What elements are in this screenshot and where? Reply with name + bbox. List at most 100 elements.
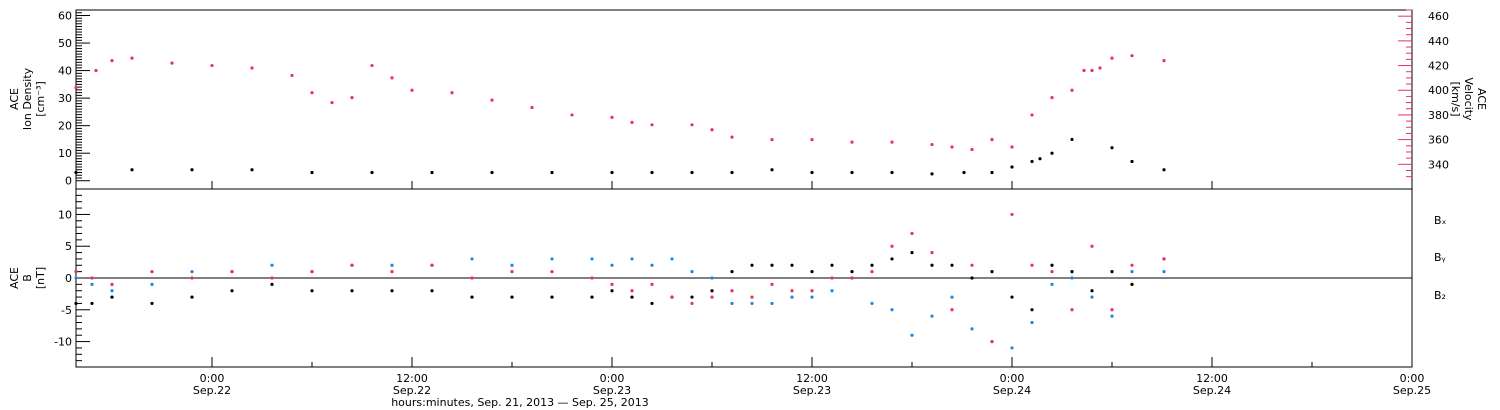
velocity-point bbox=[450, 91, 454, 95]
field-tick-label: 10 bbox=[58, 208, 72, 221]
time-tick-label: 0:00 bbox=[200, 372, 225, 385]
velocity-point bbox=[810, 138, 814, 142]
field-point bbox=[990, 339, 994, 344]
field-point bbox=[1130, 263, 1134, 267]
field-point bbox=[550, 257, 554, 261]
field-point bbox=[810, 295, 814, 299]
field-point bbox=[790, 295, 794, 299]
field-point bbox=[890, 308, 894, 312]
field-point bbox=[890, 257, 894, 261]
field-point bbox=[730, 270, 734, 274]
field-axis-title-line-3: [nT] bbox=[34, 267, 47, 289]
field-point bbox=[110, 282, 114, 286]
velocity-tick-label: 380 bbox=[1428, 109, 1449, 122]
field-point bbox=[930, 250, 934, 255]
field-point bbox=[510, 270, 514, 274]
field-point bbox=[230, 289, 234, 293]
field-axis-title-line-2: B bbox=[21, 274, 34, 282]
density-point bbox=[1110, 146, 1114, 150]
density-point bbox=[490, 170, 494, 175]
density-point bbox=[1038, 157, 1042, 161]
density-point bbox=[430, 170, 434, 175]
field-point bbox=[810, 289, 814, 293]
velocity-point bbox=[350, 96, 354, 100]
field-point bbox=[150, 282, 154, 286]
velocity-tick-label: 400 bbox=[1428, 84, 1449, 97]
field-point bbox=[1090, 244, 1094, 248]
field-point bbox=[690, 295, 694, 299]
density-point bbox=[74, 170, 78, 175]
density-tick-label: 20 bbox=[58, 120, 72, 133]
field-point bbox=[1090, 295, 1094, 299]
date-tick-label: Sep.24 bbox=[1193, 384, 1231, 397]
x-axis-title: hours:minutes, Sep. 21, 2013 — Sep. 25, … bbox=[391, 396, 649, 409]
time-tick-label: 12:00 bbox=[396, 372, 428, 385]
density-tick-label: 30 bbox=[58, 92, 72, 105]
field-point bbox=[670, 295, 674, 299]
field-point bbox=[650, 282, 654, 286]
field-point bbox=[750, 295, 754, 299]
time-tick-label: 0:00 bbox=[600, 372, 625, 385]
velocity-tick-label: 340 bbox=[1428, 158, 1449, 171]
field-point bbox=[750, 301, 754, 306]
velocity-point bbox=[1010, 145, 1014, 149]
density-point bbox=[190, 168, 194, 172]
velocity-point bbox=[530, 105, 534, 110]
field-point bbox=[610, 263, 614, 267]
density-point bbox=[370, 170, 374, 175]
field-point bbox=[770, 301, 774, 306]
velocity-point bbox=[930, 142, 934, 147]
velocity-tick-label: 360 bbox=[1428, 134, 1449, 147]
velocity-point bbox=[110, 59, 114, 63]
field-point bbox=[1130, 282, 1134, 286]
field-point bbox=[630, 289, 634, 293]
velocity-point bbox=[850, 140, 854, 144]
field-point bbox=[270, 276, 274, 280]
field-point bbox=[770, 282, 774, 286]
field-y-axis: -10 -5 0 5 10 bbox=[54, 194, 90, 362]
density-tick-label: 50 bbox=[58, 37, 72, 50]
field-point bbox=[1030, 263, 1034, 267]
velocity-tick-label: 420 bbox=[1428, 60, 1449, 73]
field-point bbox=[1130, 270, 1134, 274]
density-tick-label: 10 bbox=[58, 147, 72, 160]
density-axis-title-line-3: [cm⁻³] bbox=[34, 81, 47, 117]
velocity-point bbox=[1030, 113, 1034, 117]
bottom-series-points bbox=[74, 212, 1166, 350]
velocity-point bbox=[630, 120, 634, 124]
density-point bbox=[1050, 151, 1054, 155]
density-tick-label: 60 bbox=[58, 10, 72, 23]
field-point bbox=[1050, 282, 1054, 286]
field-point bbox=[710, 289, 714, 293]
velocity-point bbox=[650, 123, 654, 127]
field-point bbox=[730, 301, 734, 306]
density-axis-title-line-2: Ion Density bbox=[21, 67, 34, 130]
density-point bbox=[1162, 168, 1166, 172]
velocity-point bbox=[950, 145, 954, 149]
field-point bbox=[1010, 295, 1014, 299]
field-point bbox=[970, 276, 974, 280]
field-point bbox=[510, 295, 514, 299]
field-point bbox=[1030, 308, 1034, 312]
date-tick-label: Sep.22 bbox=[393, 384, 431, 397]
field-point bbox=[110, 289, 114, 293]
velocity-point bbox=[1162, 59, 1166, 63]
field-point bbox=[1162, 270, 1166, 274]
density-y-axis: 0 10 20 30 40 50 60 bbox=[58, 9, 90, 188]
field-point bbox=[430, 263, 434, 267]
density-point bbox=[650, 170, 654, 175]
density-point bbox=[1130, 159, 1134, 164]
field-point bbox=[830, 289, 834, 293]
density-point bbox=[310, 170, 314, 175]
field-point bbox=[790, 263, 794, 267]
field-point bbox=[830, 263, 834, 267]
field-point bbox=[90, 282, 94, 286]
field-point bbox=[1162, 257, 1166, 261]
field-point bbox=[470, 295, 474, 299]
field-point bbox=[790, 289, 794, 293]
density-point bbox=[250, 168, 254, 172]
field-point bbox=[710, 276, 714, 280]
field-point bbox=[74, 301, 78, 306]
